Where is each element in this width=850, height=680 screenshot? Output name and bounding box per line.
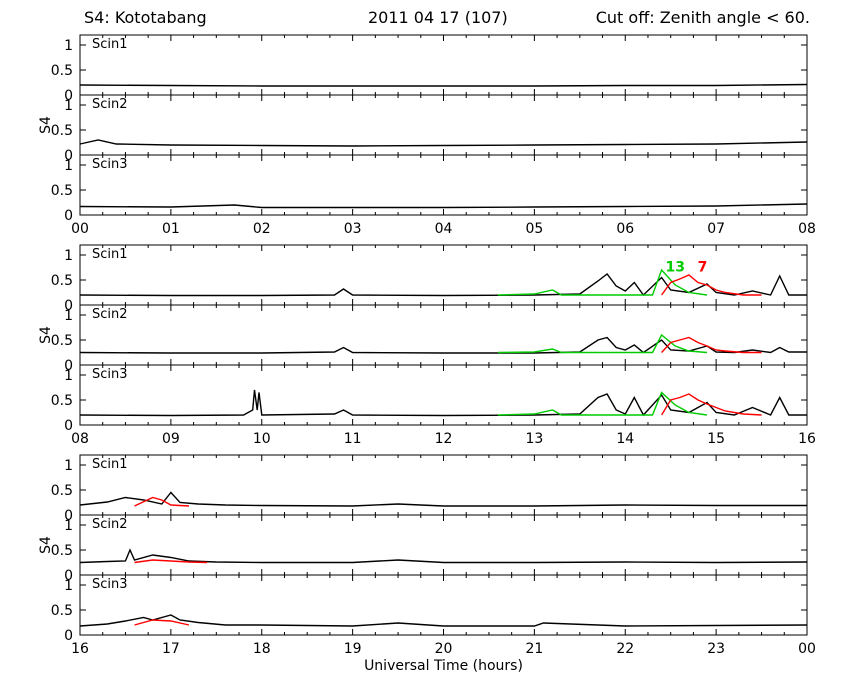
series-line-red — [134, 559, 208, 564]
series-line-green — [497, 268, 708, 296]
y-axis-label: S4 — [38, 536, 54, 554]
y-tick-label: 1 — [64, 458, 73, 474]
x-tick-label: 09 — [162, 431, 180, 447]
panel-frame — [79, 304, 808, 366]
receiver-label: Scin1 — [92, 37, 128, 52]
y-tick-label: 0 — [64, 508, 73, 524]
x-tick-label: 02 — [253, 221, 271, 237]
prn-annotation-red: 7 — [698, 260, 708, 276]
series-line-red — [134, 496, 190, 507]
y-tick-label: 0.5 — [51, 543, 73, 559]
y-tick-label: 0 — [64, 568, 73, 584]
x-tick-label: 06 — [616, 221, 634, 237]
x-tick-label: 22 — [616, 641, 634, 657]
receiver-label: Scin3 — [92, 367, 128, 382]
x-tick-label: 13 — [525, 431, 543, 447]
x-tick-label: 04 — [435, 221, 453, 237]
y-tick-label: 0.5 — [51, 123, 73, 139]
x-tick-label: 10 — [253, 431, 271, 447]
series-line-green — [497, 333, 708, 354]
series-line-red — [661, 393, 762, 416]
prn-annotation-green: 13 — [665, 260, 684, 276]
x-tick-label: 16 — [798, 431, 816, 447]
y-tick-label: 0.5 — [51, 63, 73, 79]
x-tick-label: 12 — [435, 431, 453, 447]
y-tick-label: 0.5 — [51, 333, 73, 349]
series-line-red — [661, 274, 762, 296]
y-tick-label: 0 — [64, 298, 73, 314]
y-tick-label: 1 — [64, 518, 73, 534]
receiver-label: Scin2 — [92, 517, 128, 532]
cutoff-title: Cut off: Zenith angle < 60. — [595, 8, 810, 27]
series-line-black — [79, 389, 807, 417]
series-line-black — [79, 203, 808, 209]
y-tick-label: 1 — [64, 158, 73, 174]
x-tick-label: 16 — [71, 641, 89, 657]
x-tick-label: 07 — [707, 221, 725, 237]
y-tick-label: 1 — [64, 368, 73, 384]
y-tick-label: 0.5 — [51, 393, 73, 409]
x-tick-label: 08 — [798, 221, 816, 237]
y-tick-label: 0.5 — [51, 483, 73, 499]
series-line-black — [79, 614, 808, 627]
x-tick-label: 21 — [525, 641, 543, 657]
series-line-black — [79, 336, 807, 354]
y-tick-label: 1 — [64, 248, 73, 264]
y-tick-label: 1 — [64, 308, 73, 324]
series-line-black — [79, 139, 808, 147]
y-tick-label: 1 — [64, 98, 73, 114]
x-tick-label: 03 — [344, 221, 362, 237]
x-tick-label: 08 — [71, 431, 89, 447]
x-tick-label: 20 — [435, 641, 453, 657]
y-tick-label: 1 — [64, 38, 73, 54]
x-tick-label: 00 — [798, 641, 816, 657]
x-tick-label: 23 — [707, 641, 725, 657]
x-tick-label: 17 — [162, 641, 180, 657]
y-tick-label: 0 — [64, 88, 73, 104]
y-axis-label: S4 — [38, 116, 54, 134]
y-tick-label: 0.5 — [51, 603, 73, 619]
receiver-label: Scin2 — [92, 307, 128, 322]
x-tick-label: 00 — [71, 221, 89, 237]
receiver-label: Scin3 — [92, 157, 128, 172]
x-tick-label: 01 — [162, 221, 180, 237]
series-line-red — [134, 619, 190, 626]
series-line-green — [497, 391, 708, 416]
receiver-label: Scin1 — [92, 457, 128, 472]
y-tick-label: 0.5 — [51, 183, 73, 199]
date-title: 2011 04 17 (107) — [368, 8, 508, 27]
y-tick-label: 0 — [64, 208, 73, 224]
y-tick-label: 0.5 — [51, 273, 73, 289]
x-axis-label: Universal Time (hours) — [364, 658, 523, 674]
station-title: S4: Kototabang — [84, 8, 207, 27]
y-tick-label: 0 — [64, 148, 73, 164]
series-line-black — [79, 548, 808, 564]
x-tick-label: 19 — [344, 641, 362, 657]
x-tick-label: 05 — [525, 221, 543, 237]
series-line-black — [79, 491, 807, 507]
receiver-label: Scin1 — [92, 247, 128, 262]
series-line-black — [79, 273, 807, 297]
y-tick-label: 0 — [64, 358, 73, 374]
receiver-label: Scin2 — [92, 97, 128, 112]
receiver-label: Scin3 — [92, 577, 128, 592]
y-tick-label: 0 — [64, 418, 73, 434]
x-tick-label: 11 — [344, 431, 362, 447]
x-tick-label: 14 — [616, 431, 634, 447]
panel-frame — [79, 514, 808, 576]
series-line-black — [79, 83, 808, 87]
x-tick-label: 18 — [253, 641, 271, 657]
x-tick-label: 15 — [707, 431, 725, 447]
y-tick-label: 0 — [64, 628, 73, 644]
series-line-red — [661, 336, 762, 354]
y-axis-label: S4 — [38, 326, 54, 344]
y-tick-label: 1 — [64, 578, 73, 594]
